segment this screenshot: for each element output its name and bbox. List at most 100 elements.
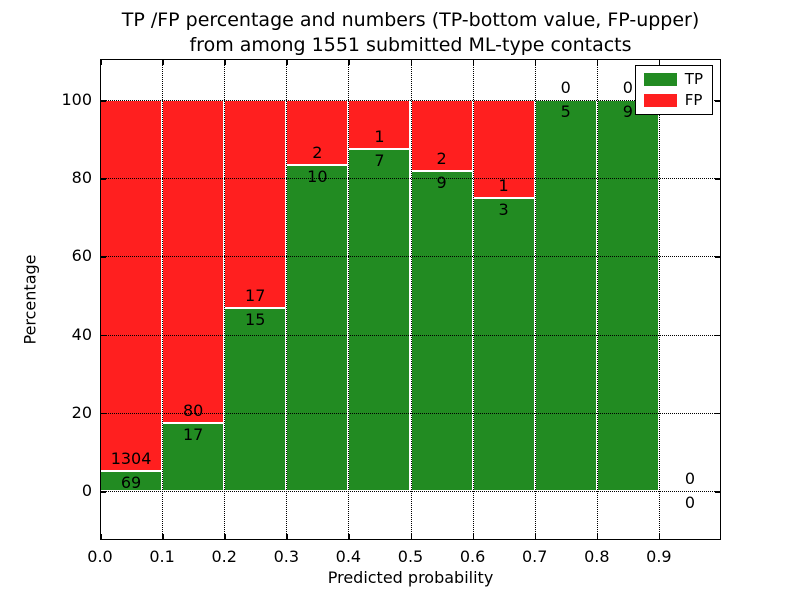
plot-area: 1304 69 80 17 17 15 2 10 1 7 2 9 1 3 0 5 0 9 0 0 [100, 59, 721, 540]
x-tick-label: 0.8 [584, 547, 610, 566]
y-tick [715, 178, 720, 180]
x-tick [162, 534, 164, 539]
chart-title: TP /FP percentage and numbers (TP-bottom… [121, 9, 700, 31]
y-tick-label: 0 [81, 481, 92, 501]
y-axis-label: Percentage [20, 254, 40, 345]
fp-count-label: 1 [374, 126, 385, 146]
fp-count-label: 0 [622, 78, 633, 98]
x-tick-label: 0.7 [521, 547, 548, 566]
tp-count-label: 9 [436, 173, 447, 193]
y-tick [101, 178, 106, 180]
y-tick [715, 256, 720, 258]
tp-count-label: 0 [684, 493, 696, 513]
x-axis-label: Predicted probability [327, 568, 494, 587]
legend-swatch-fp [643, 94, 677, 107]
y-tick [715, 491, 720, 493]
y-tick [715, 100, 720, 102]
y-gridline [100, 100, 721, 102]
tp-count-label: 10 [307, 167, 328, 187]
x-gridline [224, 59, 226, 540]
y-tick [101, 100, 106, 102]
fp-bar [162, 100, 225, 423]
x-tick-label: 0.2 [211, 547, 237, 566]
chart-subtitle: from among 1551 submitted ML-type contac… [189, 34, 632, 56]
tp-bar [162, 422, 225, 492]
fp-count-label: 0 [684, 469, 696, 489]
y-tick [101, 256, 106, 258]
y-tick [101, 491, 106, 493]
tp-bar [534, 100, 597, 492]
fp-count-label: 1304 [110, 449, 152, 469]
y-tick [101, 412, 106, 415]
x-gridline [286, 59, 288, 540]
y-tick-label: 80 [71, 168, 92, 188]
y-axis-label-anchor: Percentage [8, 59, 52, 540]
tp-count-label: 7 [374, 150, 385, 170]
fp-count-label: 0 [560, 78, 571, 98]
y-gridline [100, 334, 721, 336]
y-tick [715, 334, 720, 337]
x-tick [658, 534, 661, 539]
x-tick-label: 0.0 [87, 547, 113, 566]
y-tick-label: 40 [71, 324, 92, 344]
y-tick-label: 60 [71, 246, 92, 266]
fp-bar [286, 100, 349, 166]
x-tick [534, 60, 537, 65]
tp-count-label: 17 [182, 424, 204, 444]
y-gridline [100, 178, 721, 180]
x-tick [286, 60, 288, 65]
x-gridline [658, 59, 660, 540]
fp-count-label: 17 [245, 285, 266, 305]
x-tick [410, 60, 412, 65]
x-tick [348, 60, 350, 65]
fp-count-label: 2 [436, 149, 447, 169]
fp-count-label: 1 [498, 175, 509, 195]
x-tick [162, 60, 164, 65]
y-gridline [100, 256, 721, 258]
y-tick-label: 100 [61, 90, 92, 110]
x-tick [472, 60, 475, 65]
x-tick [410, 534, 412, 539]
y-gridline [100, 412, 721, 414]
y-tick [101, 334, 106, 337]
x-tick [286, 534, 288, 539]
x-gridline [410, 59, 412, 540]
x-gridline [162, 59, 164, 540]
legend: TP FP [634, 65, 713, 115]
legend-item-fp: FP [643, 91, 703, 109]
x-tick [472, 534, 475, 539]
x-gridline [348, 59, 350, 540]
legend-label-fp: FP [684, 91, 703, 109]
tp-count-label: 9 [622, 102, 633, 122]
x-tick-label: 0.6 [459, 547, 486, 566]
tp-bar [596, 100, 659, 492]
x-tick [596, 60, 599, 65]
x-tick-label: 0.1 [149, 547, 175, 566]
x-gridline [534, 59, 536, 540]
x-tick [534, 534, 537, 539]
tp-count-label: 3 [498, 199, 509, 219]
x-tick-label: 0.3 [273, 547, 300, 566]
x-tick-label: 0.9 [646, 547, 672, 566]
y-tick-label: 20 [71, 402, 92, 422]
tp-count-label: 15 [245, 309, 266, 329]
x-tick [224, 60, 226, 65]
fp-bar [100, 100, 163, 472]
x-tick [348, 534, 350, 539]
chart-title-block: TP /FP percentage and numbers (TP-bottom… [100, 8, 721, 58]
tp-count-label: 69 [120, 473, 142, 493]
fp-count-label: 80 [182, 400, 204, 420]
plot-spines [100, 59, 721, 540]
legend-swatch-tp [643, 73, 677, 86]
y-tick [715, 412, 720, 415]
x-gridline [472, 59, 474, 540]
x-tick-label: 0.5 [397, 547, 424, 566]
tp-bar [410, 171, 473, 492]
fp-count-label: 2 [312, 143, 323, 163]
x-tick [596, 534, 599, 539]
x-tick-label: 0.4 [335, 547, 362, 566]
y-gridline [100, 491, 721, 493]
x-gridline [596, 59, 598, 540]
tp-bar [472, 197, 535, 492]
